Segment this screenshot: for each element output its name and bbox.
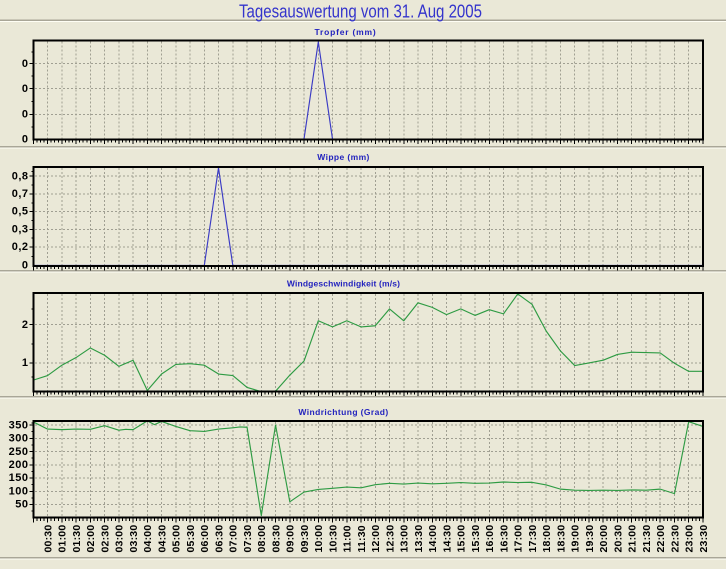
svg-text:50: 50 [15, 499, 28, 511]
svg-text:300: 300 [9, 433, 29, 445]
svg-text:19:30: 19:30 [584, 525, 596, 553]
svg-text:Windgeschwindigkeit (m/s): Windgeschwindigkeit (m/s) [287, 278, 400, 288]
svg-text:Wippe (mm): Wippe (mm) [317, 152, 370, 162]
svg-text:21:30: 21:30 [641, 525, 653, 553]
svg-text:0,2: 0,2 [12, 241, 29, 253]
svg-text:08:00: 08:00 [256, 525, 268, 553]
svg-text:250: 250 [9, 446, 29, 458]
svg-text:0,8: 0,8 [12, 170, 29, 182]
svg-text:04:00: 04:00 [142, 525, 154, 553]
svg-text:23:30: 23:30 [698, 525, 710, 553]
svg-text:0: 0 [22, 109, 29, 121]
svg-text:10:30: 10:30 [327, 525, 339, 553]
svg-text:20:30: 20:30 [612, 525, 624, 553]
svg-text:16:00: 16:00 [484, 525, 496, 553]
svg-text:12:30: 12:30 [384, 525, 396, 553]
svg-text:13:30: 13:30 [413, 525, 425, 553]
svg-text:11:00: 11:00 [342, 525, 354, 552]
svg-text:06:30: 06:30 [213, 525, 225, 553]
svg-text:16:30: 16:30 [498, 525, 510, 553]
svg-text:10:00: 10:00 [313, 525, 325, 553]
svg-text:22:00: 22:00 [655, 525, 667, 553]
svg-text:09:00: 09:00 [285, 525, 297, 553]
svg-text:05:00: 05:00 [171, 525, 183, 553]
svg-text:12:00: 12:00 [370, 525, 382, 553]
svg-text:07:00: 07:00 [228, 525, 240, 553]
svg-text:0,3: 0,3 [12, 224, 29, 236]
svg-text:13:00: 13:00 [399, 525, 411, 553]
svg-text:17:30: 17:30 [527, 525, 539, 553]
svg-text:200: 200 [9, 459, 29, 471]
svg-text:150: 150 [9, 472, 29, 484]
svg-text:20:00: 20:00 [598, 525, 610, 553]
svg-text:02:30: 02:30 [99, 525, 111, 553]
svg-text:15:30: 15:30 [470, 525, 482, 553]
svg-text:0: 0 [22, 58, 29, 70]
svg-text:0: 0 [22, 260, 29, 272]
svg-text:100: 100 [9, 486, 29, 498]
svg-text:01:30: 01:30 [71, 525, 83, 553]
svg-text:2: 2 [22, 319, 29, 331]
svg-text:22:30: 22:30 [669, 525, 681, 553]
svg-text:06:00: 06:00 [199, 525, 211, 553]
svg-text:1: 1 [22, 357, 29, 369]
svg-text:0: 0 [22, 83, 29, 95]
svg-text:18:00: 18:00 [541, 525, 553, 553]
svg-text:Tropfer (mm): Tropfer (mm) [314, 27, 376, 37]
svg-text:05:30: 05:30 [185, 525, 197, 553]
svg-text:14:00: 14:00 [427, 525, 439, 553]
svg-text:Windrichtung (Grad): Windrichtung (Grad) [298, 407, 388, 417]
svg-text:07:30: 07:30 [242, 525, 254, 553]
svg-text:0,5: 0,5 [12, 206, 29, 218]
svg-text:Tagesauswertung vom 31. Aug 20: Tagesauswertung vom 31. Aug 2005 [239, 1, 482, 21]
svg-text:03:00: 03:00 [114, 525, 126, 553]
svg-text:0: 0 [22, 134, 29, 146]
svg-text:02:00: 02:00 [85, 525, 97, 553]
svg-text:19:00: 19:00 [570, 525, 582, 553]
svg-text:17:00: 17:00 [513, 525, 525, 553]
svg-text:0,7: 0,7 [12, 188, 29, 200]
svg-text:21:00: 21:00 [627, 525, 639, 553]
svg-text:03:30: 03:30 [128, 525, 140, 553]
svg-text:01:00: 01:00 [57, 525, 69, 553]
svg-text:18:30: 18:30 [555, 525, 567, 553]
svg-text:04:30: 04:30 [156, 525, 168, 553]
svg-text:09:30: 09:30 [299, 525, 311, 553]
svg-text:350: 350 [9, 419, 29, 431]
svg-text:00:30: 00:30 [42, 525, 54, 553]
svg-text:15:00: 15:00 [456, 525, 468, 553]
svg-text:11:30: 11:30 [356, 525, 368, 552]
svg-text:23:00: 23:00 [684, 525, 696, 553]
svg-text:08:30: 08:30 [270, 525, 282, 553]
svg-text:14:30: 14:30 [441, 525, 453, 553]
